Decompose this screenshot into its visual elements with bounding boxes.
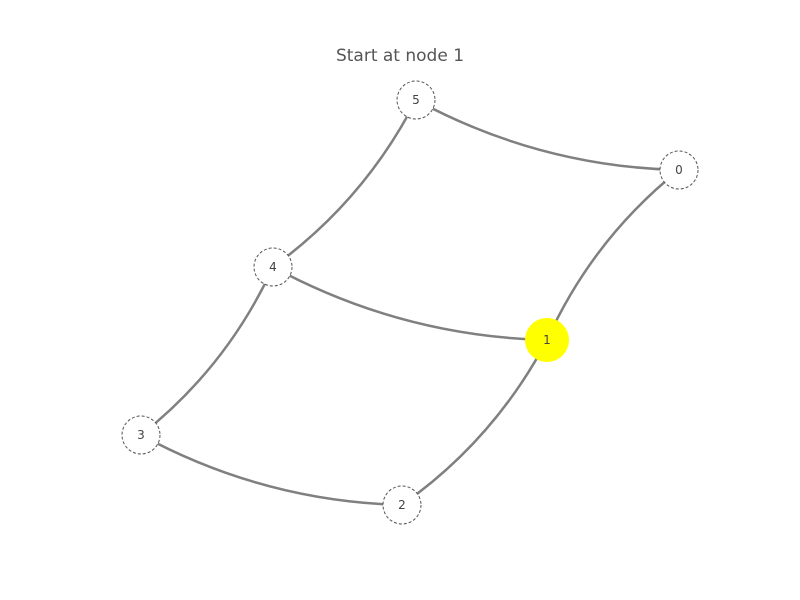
node-1[interactable]: 1: [525, 318, 569, 362]
node-4-circle: [253, 247, 293, 287]
edge-3-2: [140, 433, 403, 507]
node-4-label: 4: [269, 260, 277, 274]
node-3-circle: [121, 415, 161, 455]
diagram-title: Start at node 1: [335, 46, 465, 66]
node-3-label: 3: [137, 428, 145, 442]
nodes-layer: 0 1 2 3 4 5: [121, 80, 699, 525]
node-5-label: 5: [412, 93, 420, 107]
node-1-highlight-circle: [525, 318, 569, 362]
node-2-label: 2: [398, 498, 406, 512]
node-0-circle: [659, 150, 699, 190]
node-1-label: 1: [543, 333, 551, 347]
edge-4-5: [272, 99, 418, 269]
node-4[interactable]: 4: [253, 247, 293, 287]
node-3[interactable]: 3: [121, 415, 161, 455]
node-0[interactable]: 0: [659, 150, 699, 190]
node-2[interactable]: 2: [382, 485, 422, 525]
edge-2-1: [401, 339, 549, 507]
node-2-circle: [382, 485, 422, 525]
node-0-label: 0: [675, 163, 683, 177]
edge-0-1: [545, 169, 680, 341]
edge-5-0: [415, 98, 680, 172]
edges-layer: [140, 98, 680, 507]
edge-3-4: [140, 266, 275, 436]
edge-4-1: [272, 265, 548, 342]
node-5-circle: [396, 80, 436, 120]
node-5[interactable]: 5: [396, 80, 436, 120]
